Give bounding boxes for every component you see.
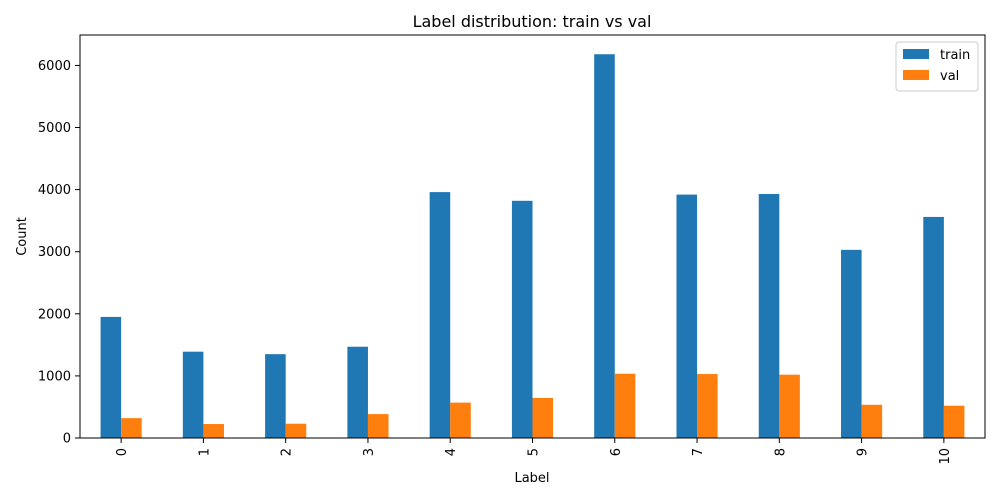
y-axis-ticks: 0 1000 2000 3000 4000 5000 6000 — [38, 59, 80, 447]
y-tick-label-6000: 6000 — [38, 59, 71, 74]
y-axis-title: Count — [15, 217, 30, 256]
x-tick-label-4: 4 — [444, 448, 459, 456]
x-tick-label-10: 10 — [938, 448, 953, 465]
x-tick-label-6: 6 — [609, 448, 624, 456]
y-tick-label-4000: 4000 — [38, 183, 71, 198]
bar-val-label-7 — [697, 374, 718, 438]
x-tick-label-7: 7 — [691, 448, 706, 456]
bar-val-label-6 — [614, 373, 636, 438]
legend-swatch-train — [903, 49, 929, 59]
bar-val-label-8 — [779, 374, 800, 438]
bar-train-label-5 — [511, 200, 533, 438]
y-tick-label-1000: 1000 — [38, 369, 71, 384]
bar-val-label-2 — [285, 423, 307, 438]
bar-train-label-1 — [182, 351, 204, 438]
x-tick-label-8: 8 — [773, 448, 788, 456]
x-axis-title: Label — [514, 471, 549, 486]
x-tick-label-1: 1 — [197, 448, 212, 456]
bar-val-label-10 — [943, 405, 965, 438]
bar-train-label-0 — [100, 316, 122, 438]
bar-val-label-5 — [532, 397, 554, 438]
bar-val-label-0 — [121, 418, 142, 438]
x-tick-label-3: 3 — [362, 448, 377, 456]
bar-val-label-1 — [203, 424, 224, 438]
y-tick-label-2000: 2000 — [38, 307, 71, 322]
chart-title: Label distribution: train vs val — [413, 12, 652, 31]
x-axis-ticks: 0 1 2 3 4 5 6 7 8 9 10 — [115, 438, 953, 465]
bars-group — [100, 54, 965, 438]
bar-train-label-6 — [594, 54, 615, 438]
legend-swatch-val — [903, 70, 929, 80]
bar-train-label-3 — [347, 346, 368, 438]
bar-val-label-9 — [861, 404, 883, 438]
bar-train-label-10 — [923, 216, 944, 438]
y-tick-label-0: 0 — [63, 432, 71, 447]
legend-label-train: train — [940, 48, 970, 63]
plot-frame — [79, 34, 986, 439]
legend: train val — [895, 41, 979, 92]
bar-train-label-9 — [841, 249, 862, 438]
bar-val-label-4 — [450, 402, 471, 438]
x-tick-label-5: 5 — [527, 448, 542, 456]
bar-train-label-4 — [429, 192, 451, 438]
legend-label-val: val — [940, 69, 959, 84]
bar-train-label-7 — [676, 194, 698, 438]
x-tick-label-9: 9 — [856, 448, 871, 456]
y-tick-label-3000: 3000 — [38, 245, 71, 260]
x-tick-label-2: 2 — [280, 448, 295, 456]
bar-val-label-3 — [367, 414, 389, 438]
y-tick-label-5000: 5000 — [38, 121, 71, 136]
x-tick-label-0: 0 — [115, 448, 130, 456]
bar-train-label-2 — [265, 354, 286, 438]
bar-train-label-8 — [758, 193, 780, 438]
